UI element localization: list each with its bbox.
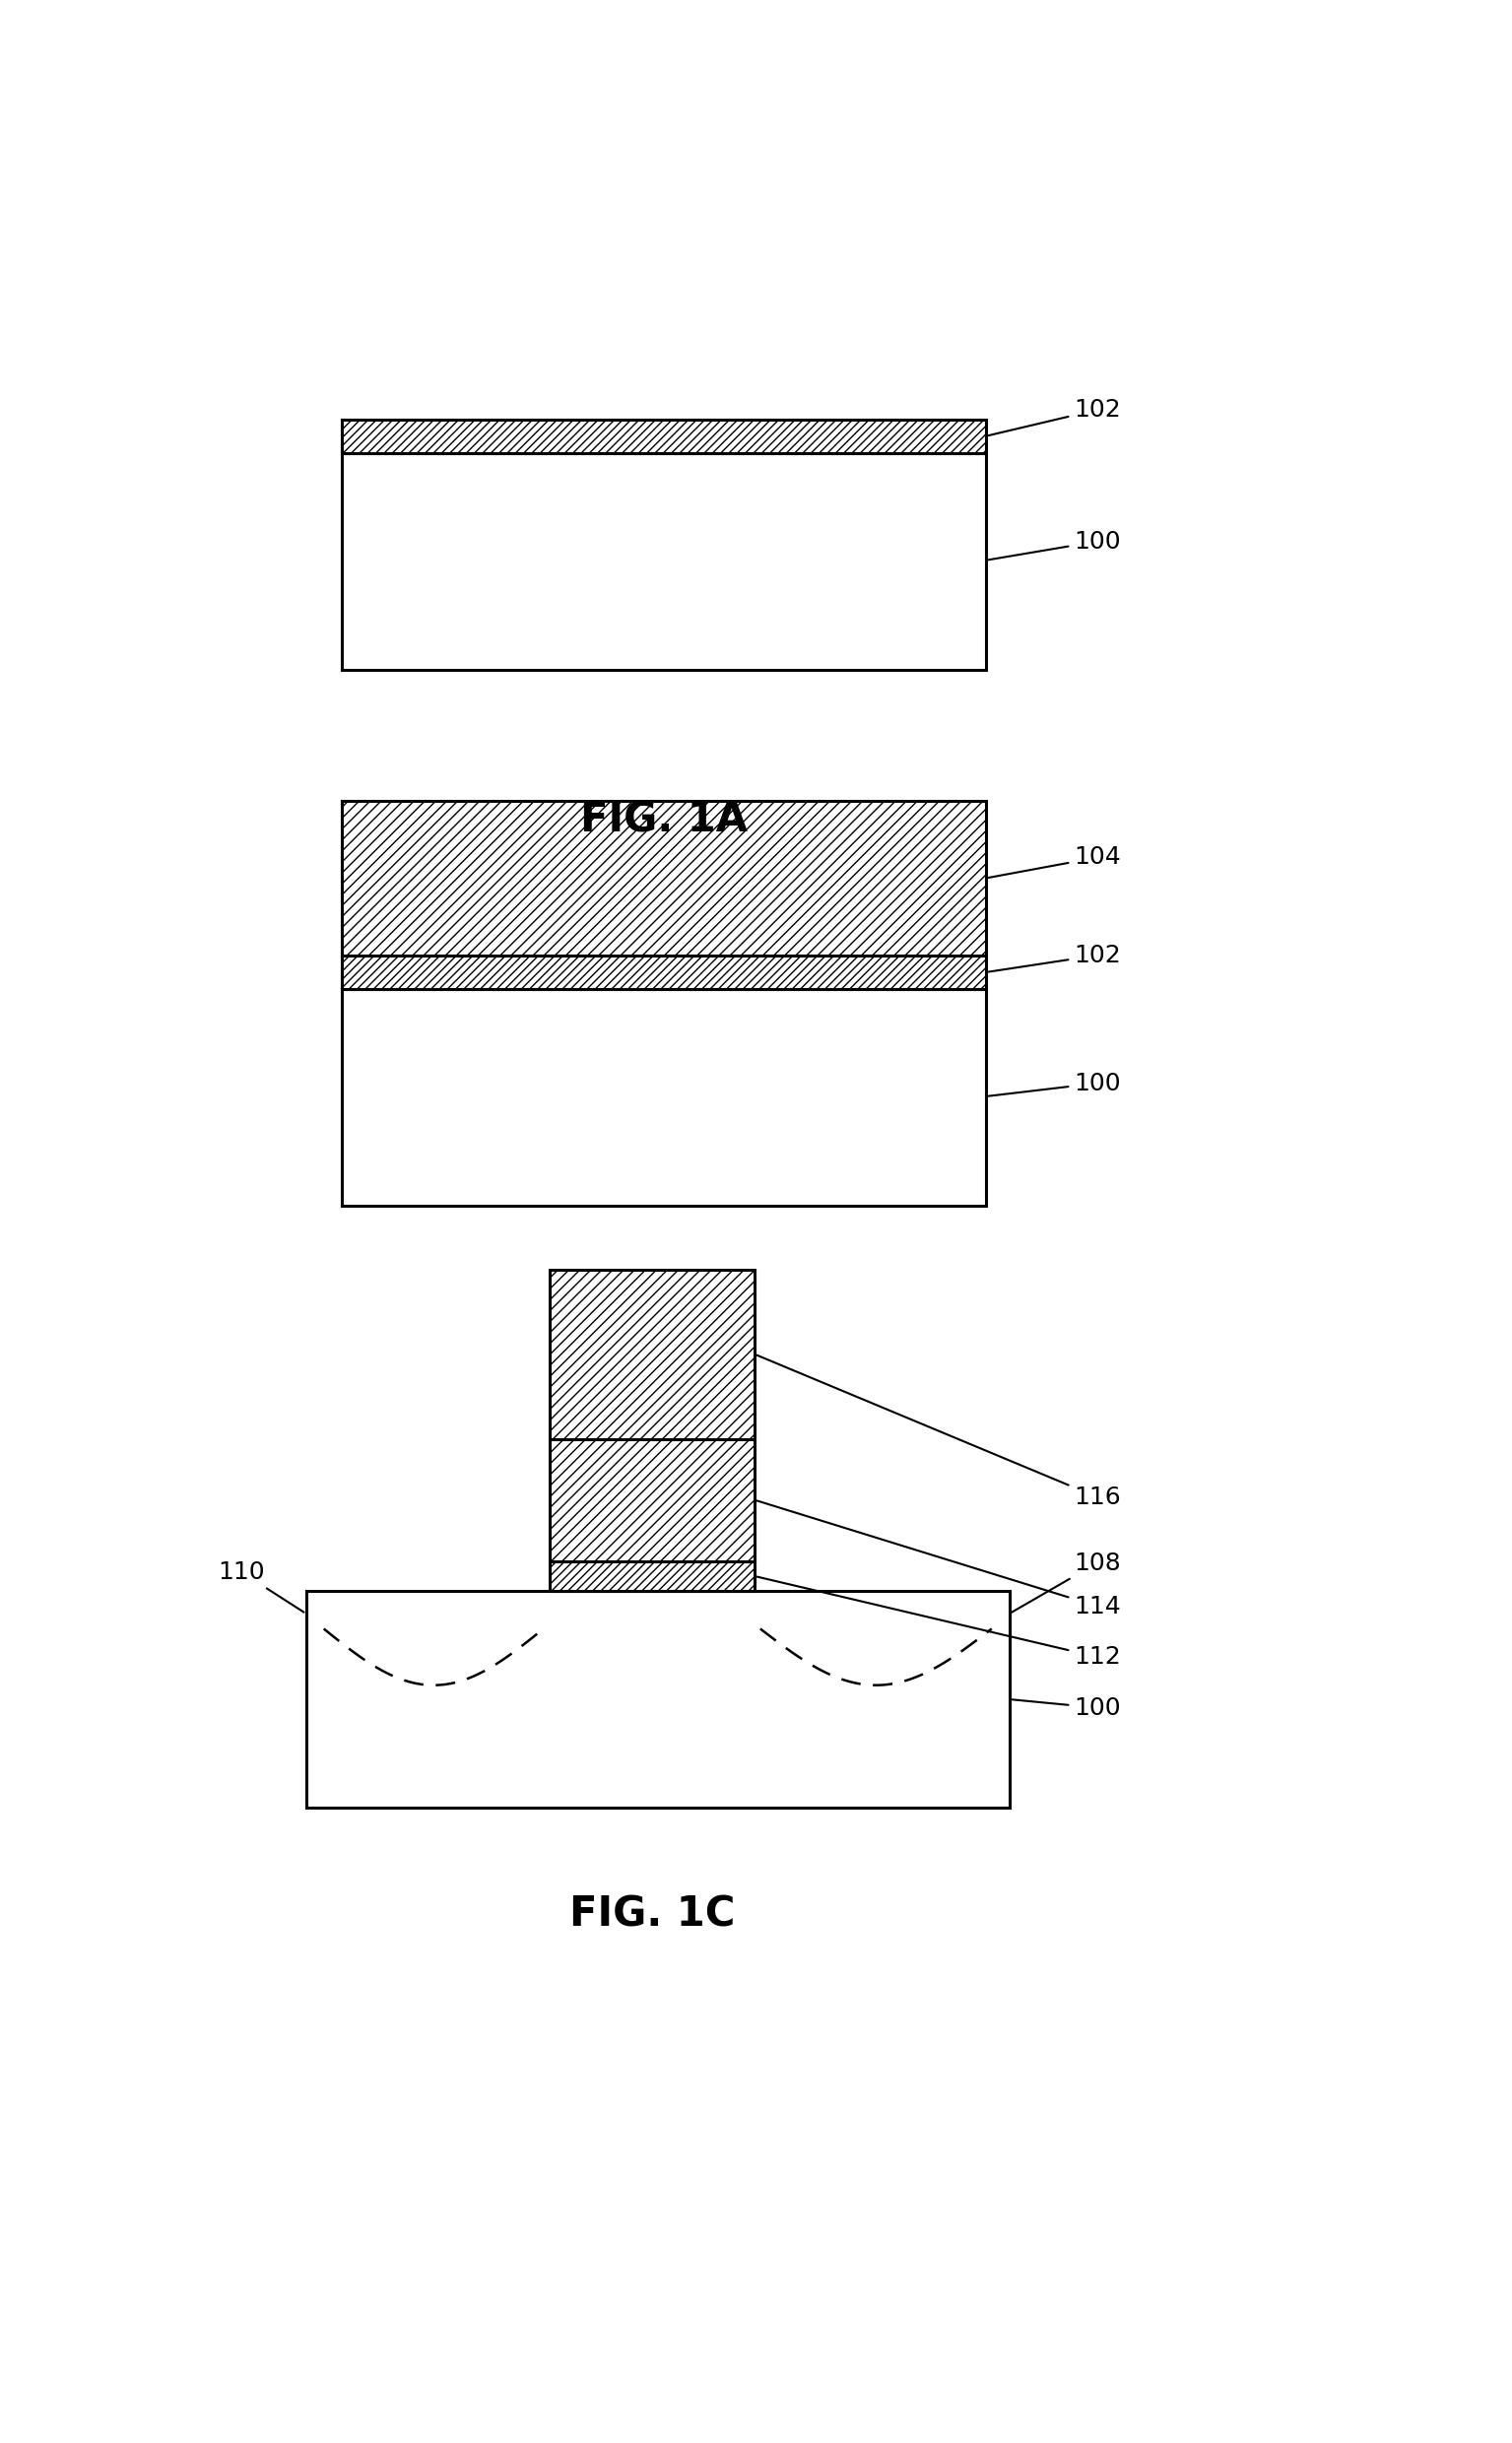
Text: 100: 100 — [989, 1072, 1120, 1097]
Bar — [305, 1590, 1010, 1808]
Bar — [342, 420, 986, 452]
Bar — [549, 1439, 754, 1561]
Text: 104: 104 — [989, 845, 1120, 877]
Bar — [549, 1270, 754, 1439]
Text: FIG. 1A: FIG. 1A — [581, 799, 747, 840]
Text: 100: 100 — [1012, 1695, 1120, 1720]
Text: FIG. 1C: FIG. 1C — [569, 1893, 735, 1935]
Text: 108: 108 — [1012, 1551, 1120, 1612]
Bar — [342, 801, 986, 955]
Bar — [549, 1439, 754, 1561]
Text: 102: 102 — [989, 398, 1120, 435]
Text: 100: 100 — [989, 530, 1120, 559]
Bar — [549, 1561, 754, 1590]
Bar — [342, 801, 986, 955]
Text: 116: 116 — [758, 1356, 1120, 1510]
Text: 110: 110 — [218, 1561, 304, 1612]
Bar — [342, 452, 986, 669]
Bar — [549, 1561, 754, 1590]
Bar — [342, 955, 986, 989]
Text: 114: 114 — [758, 1500, 1120, 1617]
Text: FIG. 1B: FIG. 1B — [581, 1297, 747, 1339]
Bar — [549, 1270, 754, 1439]
Text: 112: 112 — [758, 1576, 1120, 1669]
Bar — [342, 955, 986, 989]
Text: 102: 102 — [989, 943, 1120, 972]
Bar — [342, 420, 986, 452]
Bar — [342, 989, 986, 1204]
